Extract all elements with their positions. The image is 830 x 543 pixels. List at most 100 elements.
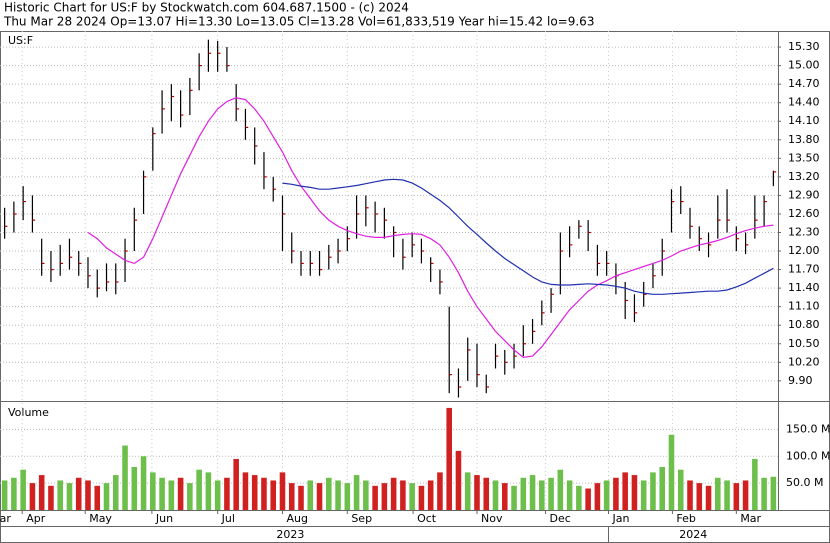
x-tick-label: Apr bbox=[26, 512, 46, 525]
volume-bar bbox=[344, 483, 351, 510]
volume-bar bbox=[251, 475, 258, 510]
volume-bar bbox=[501, 483, 508, 510]
moving-average bbox=[87, 97, 774, 359]
volume-bar bbox=[715, 477, 721, 510]
x-tick-label: May bbox=[89, 512, 112, 525]
volume-bar bbox=[316, 483, 323, 510]
x-tick-label: Nov bbox=[481, 512, 503, 525]
volume-bar bbox=[279, 472, 286, 510]
volume-bar bbox=[75, 477, 82, 510]
x-tick-label: Jul bbox=[221, 512, 235, 525]
chart-subtitle: Thu Mar 28 2024 Op=13.07 Hi=13.30 Lo=13.… bbox=[3, 15, 594, 29]
volume-bar bbox=[353, 475, 360, 510]
x-tick-label: Jan bbox=[612, 512, 630, 525]
volume-bar bbox=[557, 469, 564, 510]
y-tick-label: 13.20 bbox=[788, 170, 820, 183]
volume-bar bbox=[150, 472, 156, 510]
volume-bar bbox=[409, 483, 415, 510]
y-tick-label: 11.40 bbox=[788, 281, 820, 294]
volume-bar bbox=[85, 480, 91, 510]
volume-bar bbox=[390, 477, 397, 510]
volume-bar bbox=[298, 485, 304, 510]
volume-bar bbox=[687, 480, 693, 510]
y-tick-label: 13.80 bbox=[788, 133, 820, 146]
x-tick-label: Sep bbox=[351, 512, 372, 525]
chart-title: Historic Chart for US:F by Stockwatch.co… bbox=[4, 1, 409, 15]
volume-bar bbox=[418, 485, 425, 510]
volume-bar bbox=[622, 472, 628, 510]
volume-bar bbox=[761, 477, 767, 510]
volume-bar bbox=[168, 480, 175, 510]
volume-bar bbox=[742, 480, 749, 510]
volume-bar bbox=[770, 476, 777, 510]
volume-tick-label: 150.0 M bbox=[786, 422, 830, 435]
volume-bar bbox=[38, 475, 45, 510]
volume-bar bbox=[214, 480, 221, 510]
volume-bar bbox=[48, 485, 54, 510]
y-tick-label: 10.50 bbox=[788, 337, 820, 350]
volume-bar bbox=[103, 483, 110, 510]
y-tick-label: 12.90 bbox=[788, 188, 820, 201]
volume-bar bbox=[112, 475, 119, 510]
volume-bar bbox=[705, 485, 712, 510]
y-tick-label: 13.50 bbox=[788, 151, 820, 164]
x-tick-label: Oct bbox=[417, 512, 437, 525]
y-tick-label: 14.10 bbox=[788, 114, 820, 127]
y-tick-label: 14.70 bbox=[788, 77, 820, 90]
volume-bar bbox=[659, 467, 666, 510]
volume-bar bbox=[520, 477, 527, 510]
volume-bar bbox=[335, 480, 341, 510]
y-tick-label: 15.00 bbox=[788, 59, 820, 72]
volume-bar bbox=[566, 480, 573, 510]
volume-bar bbox=[205, 472, 212, 510]
volume-bar bbox=[261, 477, 267, 510]
volume-bar bbox=[20, 469, 26, 510]
volume-bar bbox=[122, 445, 128, 510]
y-tick-label: 12.00 bbox=[788, 244, 820, 257]
volume-bar bbox=[548, 477, 554, 510]
volume-tick-label: 100.0 M bbox=[786, 449, 830, 462]
volume-bar bbox=[224, 477, 230, 510]
symbol-label: US:F bbox=[8, 34, 33, 47]
volume-bar bbox=[696, 483, 703, 510]
y-tick-label: 10.20 bbox=[788, 355, 820, 368]
volume-bar bbox=[400, 480, 406, 510]
y-tick-label: 9.90 bbox=[788, 374, 813, 387]
y-tick-label: 15.30 bbox=[788, 40, 820, 53]
volume-bar bbox=[668, 434, 675, 510]
volume-bar bbox=[585, 488, 591, 510]
volume-bar bbox=[677, 469, 684, 510]
volume-bar bbox=[613, 477, 619, 510]
volume-bar bbox=[752, 458, 758, 510]
volume-bar bbox=[242, 472, 249, 510]
volume-bar bbox=[455, 450, 462, 510]
volume-bar bbox=[177, 477, 184, 510]
volume-bar bbox=[464, 472, 471, 510]
volume-bar bbox=[94, 485, 101, 510]
volume-tick-label: 50.0 M bbox=[786, 476, 823, 489]
volume-label: Volume bbox=[8, 406, 49, 419]
y-tick-label: 12.30 bbox=[788, 225, 820, 238]
volume-bar bbox=[159, 477, 165, 510]
volume-bar bbox=[140, 456, 147, 510]
volume-bar bbox=[233, 458, 239, 510]
y-tick-label: 14.40 bbox=[788, 96, 820, 109]
volume-bar bbox=[603, 480, 610, 510]
volume-bar bbox=[11, 477, 17, 510]
y-tick-label: 10.80 bbox=[788, 318, 820, 331]
volume-bar bbox=[650, 472, 656, 510]
volume-bar bbox=[437, 472, 443, 510]
year-label: 2023 bbox=[276, 528, 304, 541]
year-label: 2024 bbox=[679, 528, 707, 541]
volume-bar bbox=[427, 480, 434, 510]
volume-bar bbox=[57, 480, 63, 510]
volume-bar bbox=[29, 483, 36, 510]
x-tick-label: Aug bbox=[286, 512, 307, 525]
volume-bar bbox=[372, 485, 378, 510]
volume-bar bbox=[187, 483, 193, 510]
volume-bar bbox=[539, 480, 545, 510]
volume-bar bbox=[733, 483, 740, 510]
volume-bar bbox=[66, 483, 73, 510]
